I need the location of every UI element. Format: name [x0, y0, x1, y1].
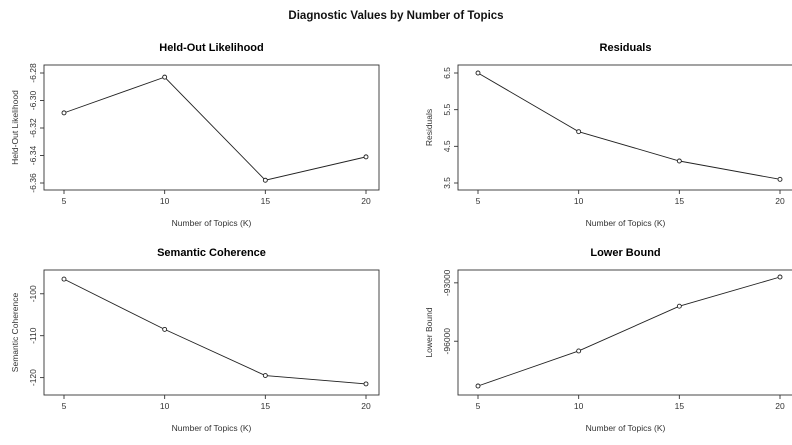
data-point	[61, 110, 67, 116]
series-line	[477, 72, 781, 180]
x-tick-label: 5	[476, 196, 481, 206]
y-tick-label: -6.32	[28, 118, 38, 138]
panel-1: Held-Out Likelihood 5 10 15 20 -6.36 -6.34 -6.3…	[10, 42, 380, 228]
page-title: Diagnostic Values by Number of Topics	[288, 10, 504, 22]
x-tick-label: 20	[775, 196, 785, 206]
plot-frame	[457, 269, 792, 396]
panel-title: Lower Bound	[590, 247, 660, 259]
x-axis-label: Number of Topics (K)	[586, 423, 666, 433]
data-point	[475, 383, 481, 389]
y-tick-label: 5.5	[442, 103, 452, 115]
plot-frame	[43, 64, 380, 191]
y-tick-label: -6.34	[28, 146, 38, 166]
data-point	[475, 70, 481, 76]
data-point	[262, 373, 268, 378]
panel-3: Semantic Coherence 5 10 15 20 -120 -110 -100 Num…	[10, 247, 380, 433]
data-point	[777, 274, 783, 280]
y-tick-label: -6.30	[28, 91, 38, 111]
y-tick-label: -96000	[442, 328, 452, 355]
data-point	[162, 326, 168, 332]
x-tick-label: 10	[574, 401, 584, 411]
y-tick-label: -6.28	[28, 63, 38, 83]
panel-title: Residuals	[600, 42, 652, 54]
data-point	[676, 303, 682, 309]
y-tick-label: -100	[28, 285, 38, 302]
x-tick-label: 5	[62, 401, 67, 411]
data-point	[61, 276, 67, 282]
y-axis-label: Semantic Coherence	[10, 293, 20, 373]
data-point	[363, 154, 369, 160]
x-tick-label: 20	[361, 196, 371, 206]
data-point	[576, 348, 582, 354]
series-line	[477, 276, 781, 387]
x-tick-label: 15	[675, 401, 685, 411]
plot-frame	[43, 269, 380, 396]
x-tick-label: 10	[160, 401, 170, 411]
data-point	[363, 381, 369, 387]
plot-frame	[457, 64, 792, 191]
data-point	[777, 176, 783, 182]
x-axis-label: Number of Topics (K)	[172, 423, 252, 433]
y-tick-label: 4.5	[442, 140, 452, 152]
series-line	[63, 278, 367, 385]
x-axis-label: Number of Topics (K)	[586, 218, 666, 228]
x-tick-label: 15	[675, 196, 685, 206]
y-axis-label: Held-Out Likelihood	[10, 90, 20, 165]
panel-4: Lower Bound 5 10 15 20 -96000 -93000 Number of …	[424, 247, 792, 433]
data-point	[162, 74, 168, 80]
x-axis-label: Number of Topics (K)	[172, 218, 252, 228]
y-axis-label: Residuals	[424, 109, 434, 146]
data-point	[262, 177, 268, 183]
y-axis-label: Lower Bound	[424, 307, 434, 357]
y-tick-label: 3.5	[442, 177, 452, 189]
x-tick-label: 15	[261, 196, 271, 206]
y-tick-label: -6.36	[28, 173, 38, 193]
data-point	[576, 129, 582, 135]
x-tick-label: 10	[160, 196, 170, 206]
series-line	[63, 76, 367, 181]
x-tick-label: 20	[361, 401, 371, 411]
y-tick-label: -110	[28, 327, 38, 344]
panel-title: Held-Out Likelihood	[159, 42, 264, 54]
x-tick-label: 20	[775, 401, 785, 411]
x-tick-label: 5	[62, 196, 67, 206]
x-tick-label: 15	[261, 401, 271, 411]
panel-2: Residuals 5 10 15 20 3.5 4.5 5.5 6.5 Number of To…	[424, 42, 792, 228]
y-tick-label: 6.5	[442, 67, 452, 79]
panel-title: Semantic Coherence	[157, 247, 266, 259]
y-tick-label: -93000	[442, 269, 452, 296]
data-point	[676, 158, 682, 164]
y-tick-label: -120	[28, 369, 38, 386]
x-tick-label: 5	[476, 401, 481, 411]
x-tick-label: 10	[574, 196, 584, 206]
